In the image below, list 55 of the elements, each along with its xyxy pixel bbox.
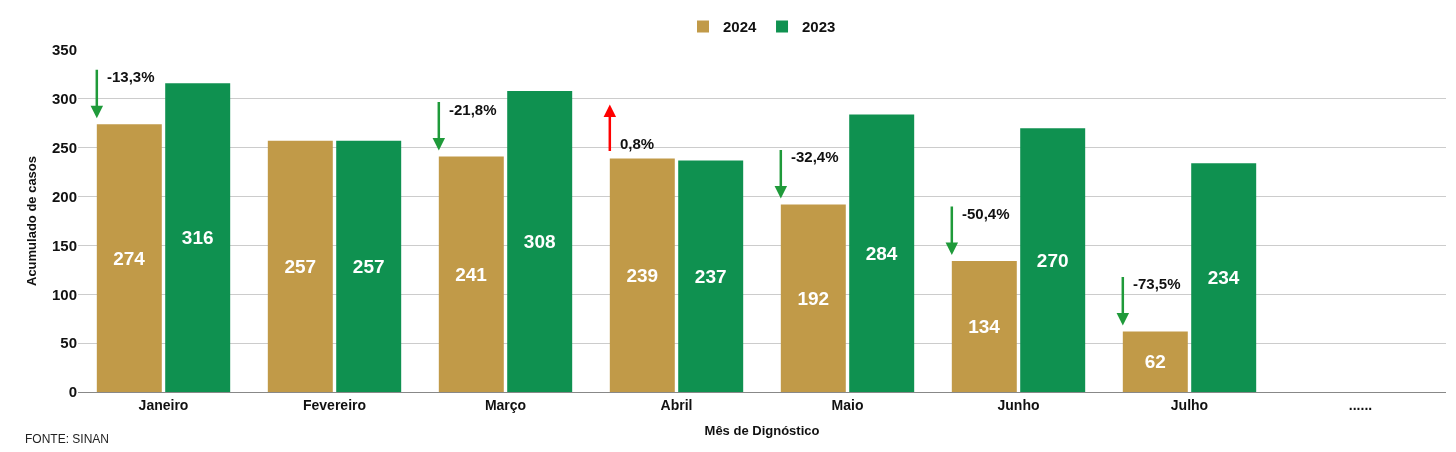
bar	[336, 140, 402, 392]
data-label: 257	[284, 255, 317, 277]
data-label: 237	[694, 265, 727, 287]
data-label: 274	[113, 247, 146, 269]
y-tick-label: 50	[60, 334, 77, 352]
data-label: 62	[1144, 351, 1166, 373]
x-tick-label: Fevereiro	[302, 396, 367, 413]
x-tick-label: Julho	[1170, 396, 1209, 413]
x-tick-label: Janeiro	[138, 396, 189, 413]
legend-label: 2024	[723, 18, 758, 36]
annotation: -50,4%	[962, 205, 1010, 222]
bar	[780, 204, 846, 392]
bar	[96, 124, 162, 392]
x-tick-label: Junho	[997, 396, 1040, 413]
y-tick-label: 100	[51, 285, 77, 303]
source-note: FONTE: SINAN	[25, 432, 110, 446]
bar	[849, 114, 915, 392]
y-axis-title: Acumulado de casos	[23, 155, 39, 287]
y-tick-label: 0	[68, 383, 77, 401]
annotation: -32,4%	[791, 148, 839, 165]
y-tick-label: 350	[51, 41, 77, 59]
data-label: 284	[865, 242, 898, 264]
data-label: 270	[1036, 249, 1069, 271]
annotation: -21,8%	[449, 101, 497, 118]
bar	[507, 91, 573, 392]
data-label: 308	[523, 231, 556, 253]
data-label: 241	[455, 263, 488, 285]
data-label: 134	[968, 316, 1001, 338]
annotation: -13,3%	[107, 68, 155, 85]
bar	[1122, 331, 1188, 392]
data-label: 257	[352, 255, 385, 277]
data-label: 192	[797, 287, 830, 309]
bar	[165, 83, 231, 392]
bar	[1020, 128, 1086, 392]
x-tick-label: Maio	[831, 396, 864, 413]
legend-label: 2023	[802, 18, 836, 36]
x-tick-label: Abril	[660, 396, 693, 413]
data-label: 316	[181, 227, 214, 249]
data-label: 234	[1207, 267, 1240, 289]
y-tick-label: 250	[51, 138, 77, 156]
bar	[438, 156, 504, 392]
y-tick-label: 300	[51, 90, 77, 108]
x-tick-label: ......	[1348, 396, 1373, 413]
data-label: 239	[626, 264, 659, 286]
bar	[609, 158, 675, 392]
annotation: 0,8%	[620, 135, 655, 152]
bar	[267, 140, 333, 392]
annotation: -73,5%	[1133, 275, 1181, 292]
bar	[678, 160, 744, 392]
x-tick-label: Março	[484, 396, 527, 413]
y-tick-label: 150	[51, 236, 77, 254]
x-axis-title: Mês de Dignóstico	[704, 423, 820, 439]
bar	[1191, 163, 1257, 392]
y-tick-label: 200	[51, 187, 77, 205]
bar	[951, 261, 1017, 392]
